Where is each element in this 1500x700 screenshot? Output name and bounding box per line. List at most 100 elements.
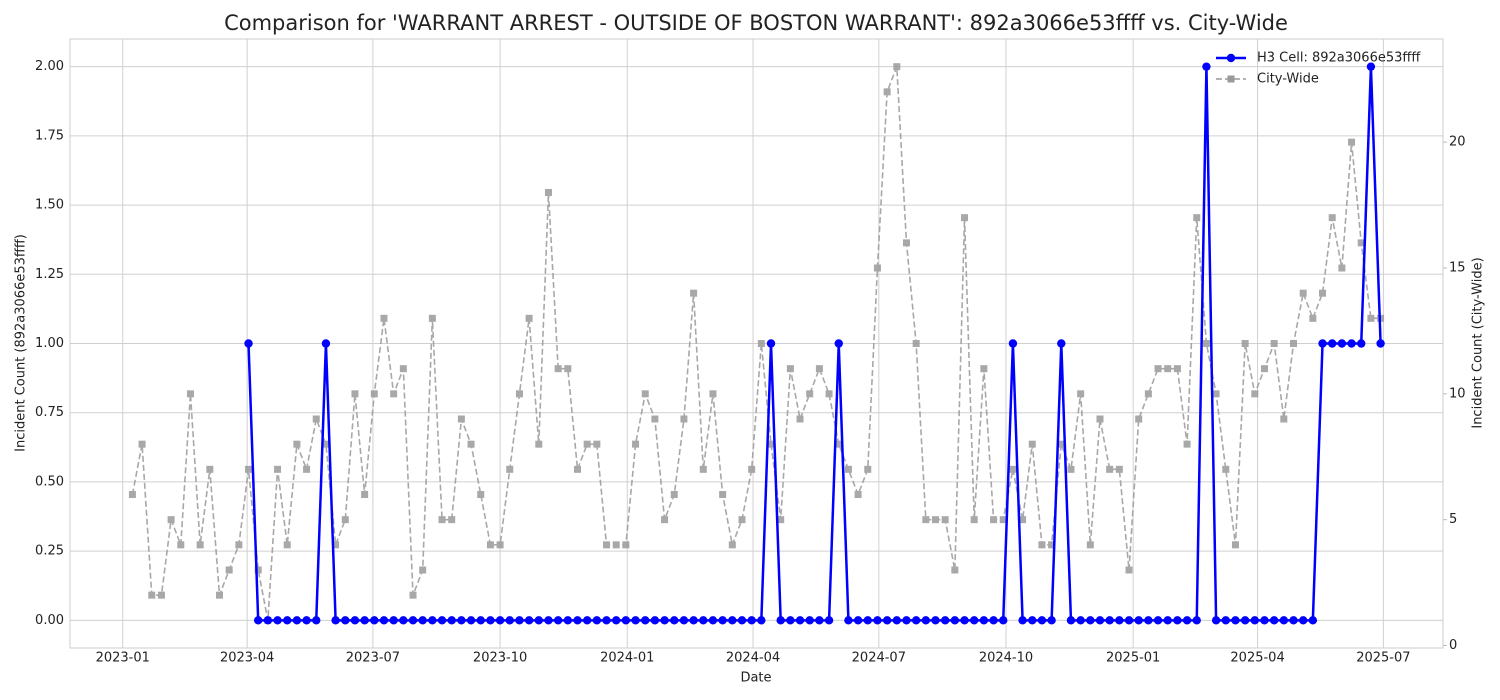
point: [554, 365, 562, 373]
series-line: [131, 66, 1381, 621]
y-tick-label: 0.25: [35, 544, 64, 559]
point: [283, 616, 292, 625]
point: [1183, 440, 1191, 448]
point: [593, 440, 601, 448]
point: [786, 616, 795, 625]
point: [438, 516, 446, 524]
point: [1153, 616, 1163, 625]
point: [1357, 339, 1366, 348]
point: [341, 516, 349, 524]
point: [389, 616, 398, 625]
point: [292, 616, 302, 625]
point: [690, 289, 698, 297]
y-tick-label: 1.00: [35, 336, 64, 351]
point: [245, 465, 253, 473]
point: [1086, 616, 1095, 625]
point: [680, 415, 688, 423]
point: [1328, 214, 1336, 222]
point: [1144, 390, 1152, 398]
point: [757, 340, 765, 347]
point: [709, 390, 717, 398]
point: [853, 616, 863, 625]
point: [1279, 616, 1289, 625]
point: [534, 616, 543, 625]
point: [457, 415, 465, 423]
point: [854, 490, 862, 498]
point: [1241, 340, 1249, 347]
point: [206, 465, 214, 473]
legend-label: H3 Cell: 892a3066e53ffff: [1257, 51, 1421, 66]
point: [573, 616, 582, 625]
point: [835, 440, 843, 448]
point: [805, 616, 814, 625]
point: [699, 616, 708, 625]
point: [1309, 314, 1317, 322]
point: [1019, 516, 1027, 524]
point: [167, 516, 175, 524]
point: [399, 365, 407, 373]
point: [437, 616, 447, 625]
point: [360, 616, 369, 625]
point: [128, 490, 136, 498]
point: [844, 616, 853, 625]
legend-label: City-Wide: [1257, 72, 1319, 87]
point: [882, 616, 892, 625]
point: [399, 616, 408, 625]
point: [989, 616, 998, 625]
point: [157, 591, 165, 599]
point: [603, 541, 611, 549]
point: [331, 616, 340, 625]
point: [592, 616, 602, 625]
point: [544, 189, 552, 197]
point: [1057, 339, 1066, 348]
point: [1260, 616, 1269, 625]
point: [844, 465, 852, 473]
point: [1366, 62, 1376, 71]
x-tick-label: 2023-07: [346, 651, 400, 666]
point: [650, 616, 660, 625]
point: [447, 616, 456, 625]
point: [661, 516, 669, 524]
point: [1096, 415, 1104, 423]
point: [795, 616, 805, 625]
point: [428, 616, 437, 625]
point: [699, 465, 707, 473]
point: [1270, 340, 1278, 347]
point: [824, 616, 834, 625]
point: [350, 616, 360, 625]
point: [1211, 616, 1221, 625]
point: [273, 616, 282, 625]
point: [766, 339, 776, 348]
point: [302, 616, 311, 625]
point: [1057, 440, 1065, 448]
point: [1231, 541, 1239, 549]
x-axis-label: Date: [740, 671, 771, 686]
point: [390, 390, 398, 398]
point: [1106, 465, 1114, 473]
point: [1086, 541, 1094, 549]
point: [1319, 289, 1327, 297]
point: [806, 390, 814, 398]
point: [448, 516, 456, 524]
point: [1250, 616, 1260, 625]
point: [1105, 616, 1114, 625]
point: [196, 541, 204, 549]
point: [1115, 616, 1124, 625]
point: [564, 365, 572, 373]
y-tick-label: 2.00: [35, 59, 64, 74]
point: [941, 516, 949, 524]
x-tick-label: 2025-04: [1230, 651, 1284, 666]
point: [351, 390, 359, 398]
point: [1269, 616, 1279, 625]
point: [708, 616, 718, 625]
point: [776, 616, 785, 625]
legend-marker: [1227, 75, 1235, 83]
y-tick-label: 1.25: [35, 267, 64, 282]
point: [253, 616, 263, 625]
point: [312, 616, 321, 625]
point: [186, 390, 194, 398]
point: [1173, 365, 1181, 373]
point: [747, 616, 756, 625]
point: [951, 566, 959, 574]
